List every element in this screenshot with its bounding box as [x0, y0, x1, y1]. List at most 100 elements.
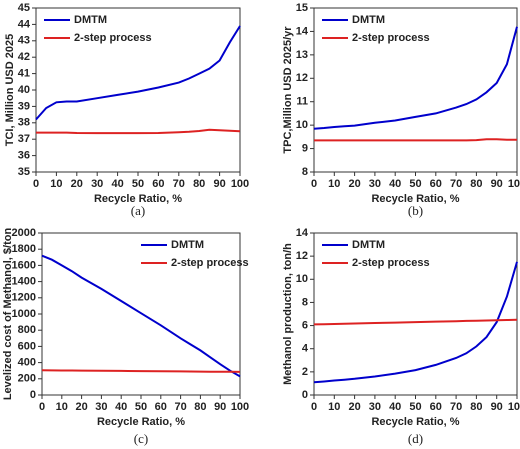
y-tick-label: 600 [18, 340, 36, 352]
y-tick-label: 36 [18, 150, 30, 162]
y-axis-label: TCI, Million USD 2025 [4, 34, 16, 146]
x-tick-label: 100 [231, 401, 249, 413]
caption: (c) [134, 431, 148, 446]
x-tick-label: 90 [214, 401, 226, 413]
x-tick-label: 0 [33, 178, 39, 190]
legend-label: DMTM [74, 14, 107, 26]
y-tick-label: 43 [18, 35, 30, 47]
x-tick-label: 100 [508, 401, 520, 413]
y-tick-label: 6 [302, 319, 308, 331]
y-tick-label: 1200 [12, 292, 36, 304]
y-tick-label: 10 [296, 119, 308, 131]
caption: (a) [131, 203, 145, 218]
x-tick-label: 30 [369, 401, 381, 413]
data-line [313, 261, 518, 384]
y-tick-label: 0 [302, 389, 308, 401]
x-tick-label: 30 [369, 178, 381, 190]
x-tick-label: 80 [194, 401, 206, 413]
y-tick-label: 35 [18, 166, 30, 178]
x-tick-label: 50 [132, 178, 144, 190]
y-tick-label: 14 [296, 227, 309, 239]
y-axis-label: Methanol production, ton/h [282, 243, 294, 385]
x-tick-label: 80 [470, 178, 482, 190]
x-tick-label: 0 [311, 401, 317, 413]
legend-label: DMTM [352, 14, 385, 26]
x-tick-label: 50 [409, 401, 421, 413]
x-tick-label: 40 [115, 401, 127, 413]
data-line [36, 128, 241, 135]
x-tick-label: 10 [328, 178, 340, 190]
x-axis-label: Recycle Ratio, % [371, 193, 459, 205]
y-tick-label: 15 [296, 2, 308, 14]
x-tick-label: 40 [389, 178, 401, 190]
x-axis-label: Recycle Ratio, % [371, 416, 459, 428]
x-axis-label: Recycle Ratio, % [94, 193, 182, 205]
x-tick-label: 90 [491, 178, 503, 190]
y-tick-label: 2000 [12, 227, 36, 239]
data-line [313, 26, 518, 130]
y-tick-label: 11 [296, 96, 308, 108]
data-line [314, 138, 517, 142]
x-tick-label: 30 [95, 401, 107, 413]
y-tick-label: 200 [18, 373, 36, 385]
y-tick-label: 14 [296, 25, 309, 37]
x-tick-label: 90 [491, 401, 503, 413]
x-tick-label: 50 [409, 178, 421, 190]
y-tick-label: 1800 [12, 243, 36, 255]
legend-label: 2-step process [171, 257, 249, 269]
x-tick-label: 70 [450, 178, 462, 190]
y-tick-label: 40 [18, 84, 30, 96]
x-axis-label: Recycle Ratio, % [97, 416, 185, 428]
x-tick-label: 70 [450, 401, 462, 413]
y-tick-label: 13 [296, 49, 308, 61]
caption: (b) [408, 203, 423, 218]
x-tick-label: 10 [328, 401, 340, 413]
legend-label: 2-step process [352, 32, 430, 44]
x-tick-label: 100 [231, 178, 249, 190]
y-tick-label: 39 [18, 100, 30, 112]
y-tick-label: 12 [296, 250, 308, 262]
legend-label: 2-step process [74, 32, 152, 44]
x-tick-label: 20 [348, 401, 360, 413]
y-tick-label: 10 [296, 273, 308, 285]
x-tick-label: 80 [470, 401, 482, 413]
x-tick-label: 10 [56, 401, 68, 413]
x-tick-label: 60 [430, 401, 442, 413]
x-tick-label: 20 [348, 178, 360, 190]
y-tick-label: 0 [30, 389, 36, 401]
legend-label: DMTM [352, 239, 385, 251]
y-tick-label: 44 [18, 18, 31, 30]
y-axis-label: TPC,Million USD 2025/yr [282, 26, 294, 154]
x-tick-label: 60 [152, 178, 164, 190]
x-tick-label: 10 [50, 178, 62, 190]
x-tick-label: 40 [111, 178, 123, 190]
x-tick-label: 20 [71, 178, 83, 190]
x-tick-label: 0 [311, 178, 317, 190]
y-axis-label: Levelized cost of Methanol, $/ton [2, 228, 14, 401]
y-tick-label: 9 [302, 142, 308, 154]
y-tick-label: 800 [18, 324, 36, 336]
data-line [41, 369, 241, 373]
legend-label: 2-step process [352, 257, 430, 269]
x-tick-label: 20 [75, 401, 87, 413]
data-line [35, 25, 241, 121]
y-tick-label: 37 [18, 133, 30, 145]
x-tick-label: 50 [135, 401, 147, 413]
y-tick-label: 1600 [12, 259, 36, 271]
x-tick-label: 100 [508, 178, 520, 190]
y-tick-label: 1400 [12, 276, 36, 288]
y-tick-label: 38 [18, 117, 30, 129]
y-tick-label: 400 [18, 357, 36, 369]
y-tick-label: 1000 [12, 308, 36, 320]
y-tick-label: 4 [302, 343, 309, 355]
y-tick-label: 45 [18, 2, 30, 14]
x-tick-label: 70 [174, 401, 186, 413]
y-tick-label: 41 [18, 68, 30, 80]
x-tick-label: 80 [193, 178, 205, 190]
y-tick-label: 8 [302, 296, 308, 308]
y-tick-label: 12 [296, 72, 308, 84]
data-line [41, 254, 241, 378]
x-tick-label: 60 [430, 178, 442, 190]
y-tick-label: 42 [18, 51, 30, 63]
